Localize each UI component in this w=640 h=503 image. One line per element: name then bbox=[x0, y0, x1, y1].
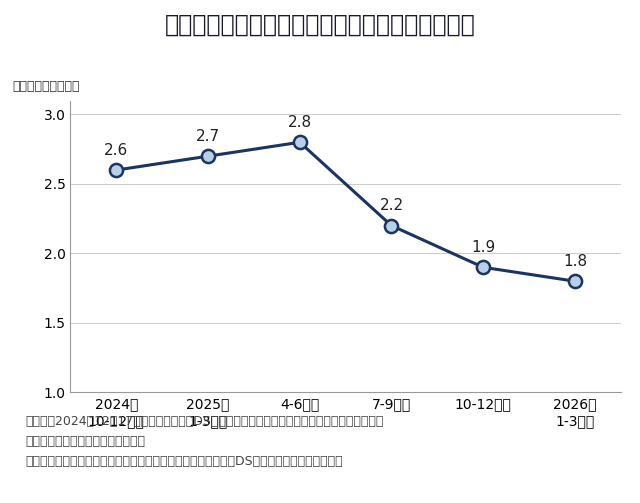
Text: は生鮮食品を除くコア指数。: は生鮮食品を除くコア指数。 bbox=[26, 435, 146, 448]
Text: 1.9: 1.9 bbox=[471, 240, 495, 255]
Text: 【図表２：日本の消費者物価指数上昇率の予想】: 【図表２：日本の消費者物価指数上昇率の予想】 bbox=[164, 13, 476, 37]
Point bbox=[387, 222, 397, 230]
Point bbox=[203, 152, 213, 160]
Text: （注）　2024年12月17日時点の三井住友DSアセットマネジメントによる予想。消費者物価指数: （注） 2024年12月17日時点の三井住友DSアセットマネジメントによる予想。… bbox=[26, 415, 384, 428]
Text: 1.8: 1.8 bbox=[563, 254, 587, 269]
Text: 2.7: 2.7 bbox=[196, 129, 220, 144]
Text: （前年同期比、％）: （前年同期比、％） bbox=[13, 80, 80, 93]
Point bbox=[478, 263, 488, 271]
Text: 2.2: 2.2 bbox=[380, 198, 404, 213]
Point bbox=[570, 277, 580, 285]
Point bbox=[111, 166, 122, 174]
Point bbox=[294, 138, 305, 146]
Text: （出所）内閣府、総務省、経済産業省のデータを基に三井住友DSアセットマネジメント作成: （出所）内閣府、総務省、経済産業省のデータを基に三井住友DSアセットマネジメント… bbox=[26, 455, 343, 468]
Text: 2.8: 2.8 bbox=[287, 115, 312, 130]
Text: 2.6: 2.6 bbox=[104, 142, 129, 157]
